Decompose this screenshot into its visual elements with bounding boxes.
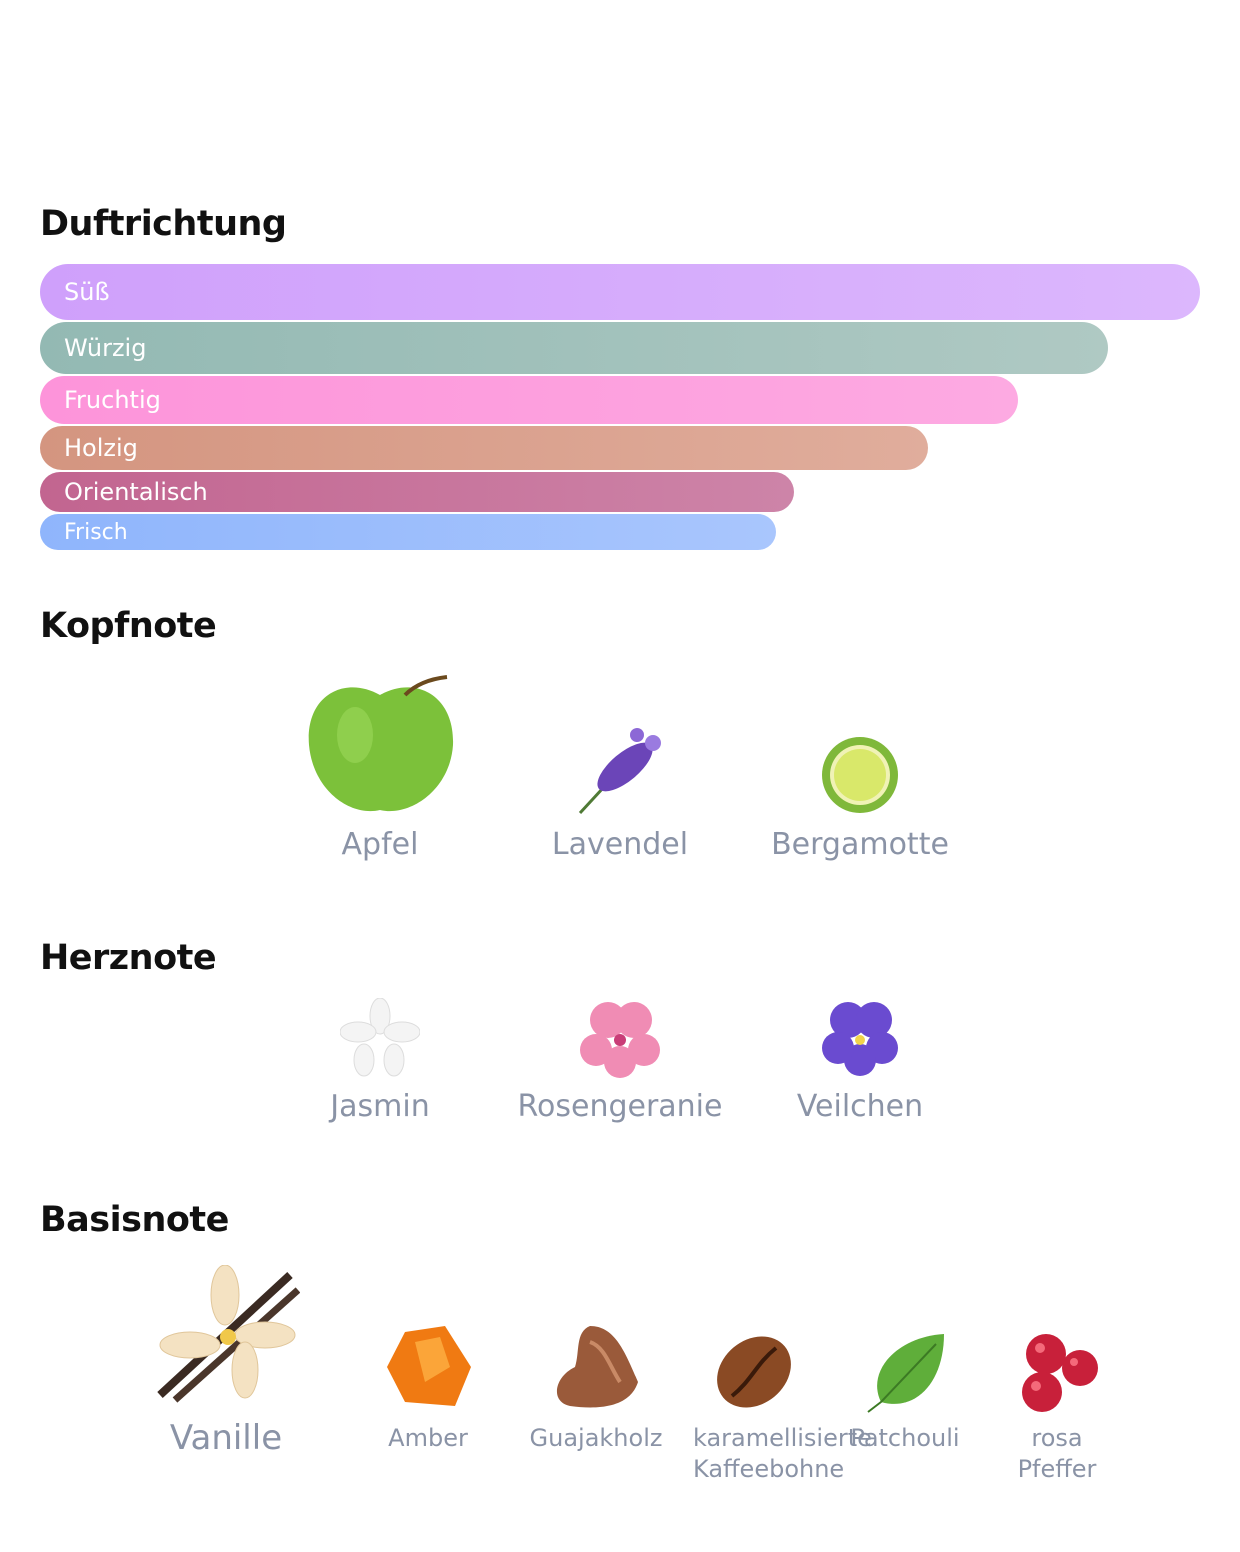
guaiac-icon — [556, 1326, 638, 1408]
note-label: Amber — [388, 1424, 468, 1452]
lavender-icon — [578, 728, 661, 815]
note-label: Rosengeranie — [517, 1089, 723, 1124]
note-label: rosa Pfeffer — [1017, 1424, 1097, 1484]
pepper-icon — [1022, 1334, 1098, 1412]
scent-bar: Würzig — [40, 322, 1108, 374]
scent-bar: Frisch — [40, 514, 776, 550]
section-title: Herznote — [40, 938, 217, 978]
note-label: Patchouli — [850, 1424, 960, 1452]
amber-icon — [387, 1326, 471, 1406]
scent-bar: Orientalisch — [40, 472, 794, 512]
vanilla-icon — [157, 1265, 300, 1403]
scent-bar: Süß — [40, 264, 1200, 320]
note-label: Apfel — [341, 827, 419, 862]
note-label: Jasmin — [330, 1089, 430, 1124]
section-title: Basisnote — [40, 1200, 229, 1240]
bergamot-icon — [822, 737, 898, 813]
patchouli-icon — [867, 1334, 944, 1413]
note-label: Lavendel — [551, 827, 689, 862]
note-label: Guajakholz — [529, 1424, 663, 1452]
coffee-bean-icon — [717, 1336, 791, 1408]
jasmine-icon — [340, 998, 420, 1077]
violet-icon — [822, 1002, 898, 1076]
note-label: Veilchen — [796, 1089, 924, 1124]
geranium-icon — [580, 1002, 660, 1078]
section-title: Kopfnote — [40, 606, 217, 646]
scent-bar: Fruchtig — [40, 376, 1018, 424]
note-label: karamellisierte Kaffeebohne — [693, 1424, 872, 1484]
apple-icon — [308, 675, 454, 812]
note-label: Vanille — [169, 1418, 283, 1458]
section-title: Duftrichtung — [40, 204, 287, 244]
note-label: Bergamotte — [771, 827, 949, 862]
scent-bar: Holzig — [40, 426, 928, 470]
